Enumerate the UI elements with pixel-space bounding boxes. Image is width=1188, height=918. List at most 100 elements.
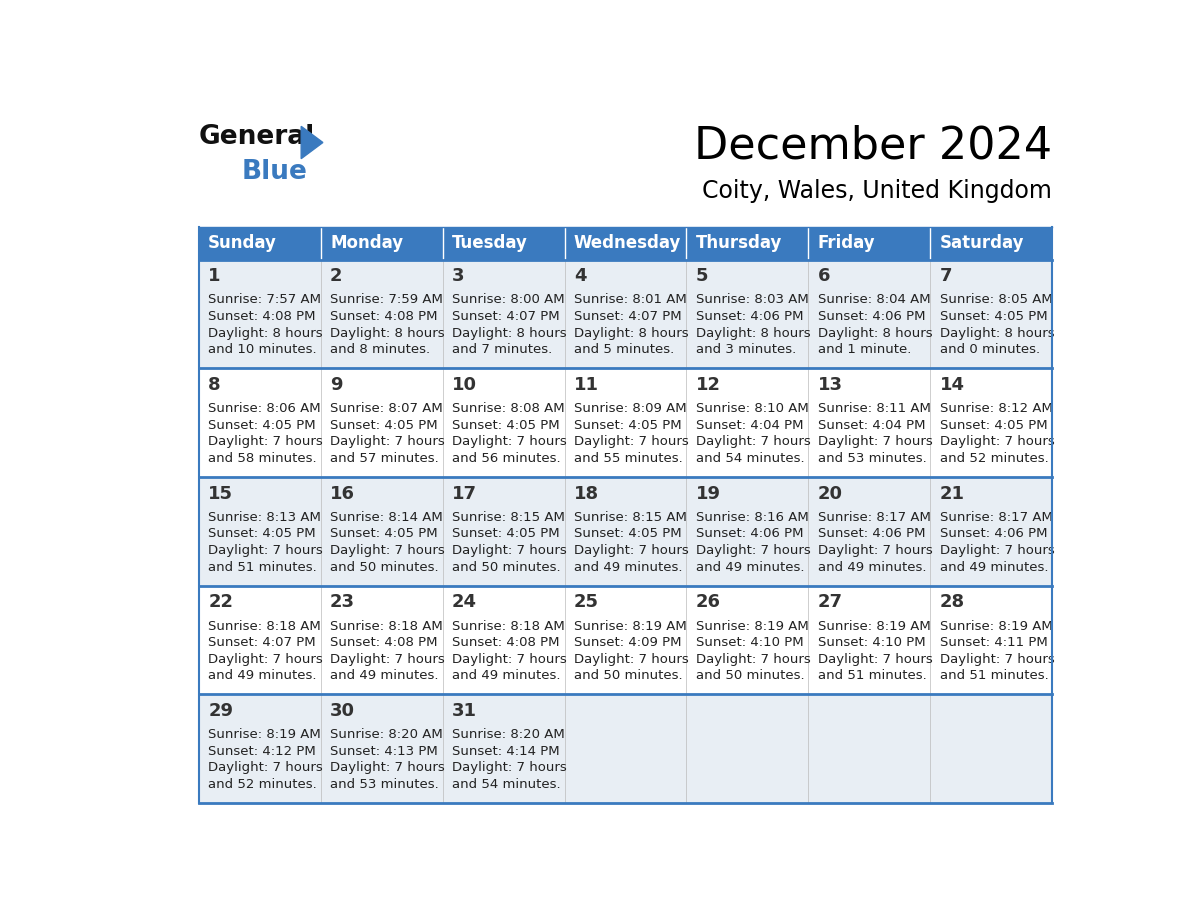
Text: Sunset: 4:09 PM: Sunset: 4:09 PM <box>574 636 682 649</box>
Bar <box>687 477 808 586</box>
Text: Sunrise: 8:00 AM: Sunrise: 8:00 AM <box>451 294 564 307</box>
Bar <box>443 586 564 694</box>
Text: Sunrise: 8:19 AM: Sunrise: 8:19 AM <box>208 728 321 742</box>
Bar <box>321 694 443 803</box>
Bar <box>564 368 687 477</box>
Bar <box>687 368 808 477</box>
Bar <box>564 586 687 694</box>
Text: Sunrise: 8:19 AM: Sunrise: 8:19 AM <box>574 620 687 633</box>
Bar <box>930 477 1053 586</box>
Text: Daylight: 8 hours: Daylight: 8 hours <box>574 327 689 340</box>
Bar <box>564 694 687 803</box>
Text: Daylight: 7 hours: Daylight: 7 hours <box>696 544 810 557</box>
Bar <box>930 586 1053 694</box>
Bar <box>443 260 564 368</box>
Text: 5: 5 <box>696 267 708 285</box>
Text: 26: 26 <box>696 593 721 611</box>
Bar <box>198 694 321 803</box>
Polygon shape <box>302 127 323 159</box>
Text: and 51 minutes.: and 51 minutes. <box>817 669 927 682</box>
Text: and 50 minutes.: and 50 minutes. <box>696 669 804 682</box>
Text: and 56 minutes.: and 56 minutes. <box>451 452 561 465</box>
Text: 15: 15 <box>208 485 233 503</box>
Text: Daylight: 7 hours: Daylight: 7 hours <box>330 544 444 557</box>
Text: Sunset: 4:12 PM: Sunset: 4:12 PM <box>208 744 316 758</box>
Text: and 55 minutes.: and 55 minutes. <box>574 452 683 465</box>
Text: and 54 minutes.: and 54 minutes. <box>451 778 561 791</box>
Text: and 7 minutes.: and 7 minutes. <box>451 343 552 356</box>
Text: Sunset: 4:07 PM: Sunset: 4:07 PM <box>574 310 682 323</box>
Text: Sunrise: 8:04 AM: Sunrise: 8:04 AM <box>817 294 930 307</box>
Text: 27: 27 <box>817 593 842 611</box>
Text: Sunset: 4:06 PM: Sunset: 4:06 PM <box>696 310 803 323</box>
Text: Daylight: 7 hours: Daylight: 7 hours <box>940 544 1054 557</box>
Text: Friday: Friday <box>817 234 876 252</box>
Text: and 0 minutes.: and 0 minutes. <box>940 343 1040 356</box>
Text: Sunrise: 8:15 AM: Sunrise: 8:15 AM <box>451 511 564 524</box>
Text: Sunset: 4:05 PM: Sunset: 4:05 PM <box>208 419 316 431</box>
Text: 12: 12 <box>696 376 721 394</box>
Bar <box>198 368 321 477</box>
Text: and 49 minutes.: and 49 minutes. <box>696 561 804 574</box>
Text: Daylight: 8 hours: Daylight: 8 hours <box>696 327 810 340</box>
Text: Sunrise: 8:20 AM: Sunrise: 8:20 AM <box>451 728 564 742</box>
Text: Daylight: 7 hours: Daylight: 7 hours <box>208 544 323 557</box>
Text: Sunset: 4:07 PM: Sunset: 4:07 PM <box>208 636 316 649</box>
Text: and 50 minutes.: and 50 minutes. <box>330 561 438 574</box>
Text: Sunrise: 8:08 AM: Sunrise: 8:08 AM <box>451 402 564 415</box>
Text: Thursday: Thursday <box>696 234 782 252</box>
Bar <box>808 227 930 260</box>
Text: 7: 7 <box>940 267 952 285</box>
Text: Saturday: Saturday <box>940 234 1024 252</box>
Text: and 49 minutes.: and 49 minutes. <box>817 561 927 574</box>
Bar <box>564 227 687 260</box>
Text: 11: 11 <box>574 376 599 394</box>
Bar <box>808 694 930 803</box>
Bar <box>930 260 1053 368</box>
Text: Daylight: 7 hours: Daylight: 7 hours <box>330 435 444 448</box>
Text: and 53 minutes.: and 53 minutes. <box>817 452 927 465</box>
Bar <box>564 477 687 586</box>
Text: 3: 3 <box>451 267 465 285</box>
Bar <box>808 477 930 586</box>
Text: and 52 minutes.: and 52 minutes. <box>208 778 317 791</box>
Bar <box>808 260 930 368</box>
Text: Sunrise: 8:18 AM: Sunrise: 8:18 AM <box>451 620 564 633</box>
Text: Sunrise: 7:57 AM: Sunrise: 7:57 AM <box>208 294 321 307</box>
Text: and 52 minutes.: and 52 minutes. <box>940 452 1048 465</box>
Text: 30: 30 <box>330 702 355 720</box>
Text: and 53 minutes.: and 53 minutes. <box>330 778 438 791</box>
Text: Sunset: 4:10 PM: Sunset: 4:10 PM <box>696 636 803 649</box>
Text: 23: 23 <box>330 593 355 611</box>
Bar <box>321 477 443 586</box>
Text: and 58 minutes.: and 58 minutes. <box>208 452 317 465</box>
Bar <box>808 368 930 477</box>
Text: Daylight: 8 hours: Daylight: 8 hours <box>817 327 933 340</box>
Text: Sunset: 4:13 PM: Sunset: 4:13 PM <box>330 744 438 758</box>
Text: 8: 8 <box>208 376 221 394</box>
Text: Sunrise: 8:16 AM: Sunrise: 8:16 AM <box>696 511 809 524</box>
Text: Sunset: 4:05 PM: Sunset: 4:05 PM <box>940 310 1047 323</box>
Text: 13: 13 <box>817 376 842 394</box>
Bar <box>443 477 564 586</box>
Text: Daylight: 8 hours: Daylight: 8 hours <box>940 327 1054 340</box>
Text: Daylight: 7 hours: Daylight: 7 hours <box>451 435 567 448</box>
Text: Sunset: 4:05 PM: Sunset: 4:05 PM <box>574 528 682 541</box>
Text: Sunrise: 8:06 AM: Sunrise: 8:06 AM <box>208 402 321 415</box>
Text: Sunset: 4:06 PM: Sunset: 4:06 PM <box>940 528 1047 541</box>
Text: Sunset: 4:05 PM: Sunset: 4:05 PM <box>330 528 437 541</box>
Bar <box>198 477 321 586</box>
Bar <box>687 260 808 368</box>
Text: Sunset: 4:04 PM: Sunset: 4:04 PM <box>696 419 803 431</box>
Text: Tuesday: Tuesday <box>451 234 527 252</box>
Bar <box>930 368 1053 477</box>
Text: Sunset: 4:07 PM: Sunset: 4:07 PM <box>451 310 560 323</box>
Text: Sunrise: 8:11 AM: Sunrise: 8:11 AM <box>817 402 930 415</box>
Bar <box>321 260 443 368</box>
Text: Sunrise: 8:13 AM: Sunrise: 8:13 AM <box>208 511 321 524</box>
Text: Daylight: 7 hours: Daylight: 7 hours <box>451 544 567 557</box>
Text: Sunday: Sunday <box>208 234 277 252</box>
Text: Sunset: 4:08 PM: Sunset: 4:08 PM <box>330 636 437 649</box>
Text: Sunrise: 8:20 AM: Sunrise: 8:20 AM <box>330 728 443 742</box>
Bar <box>198 586 321 694</box>
